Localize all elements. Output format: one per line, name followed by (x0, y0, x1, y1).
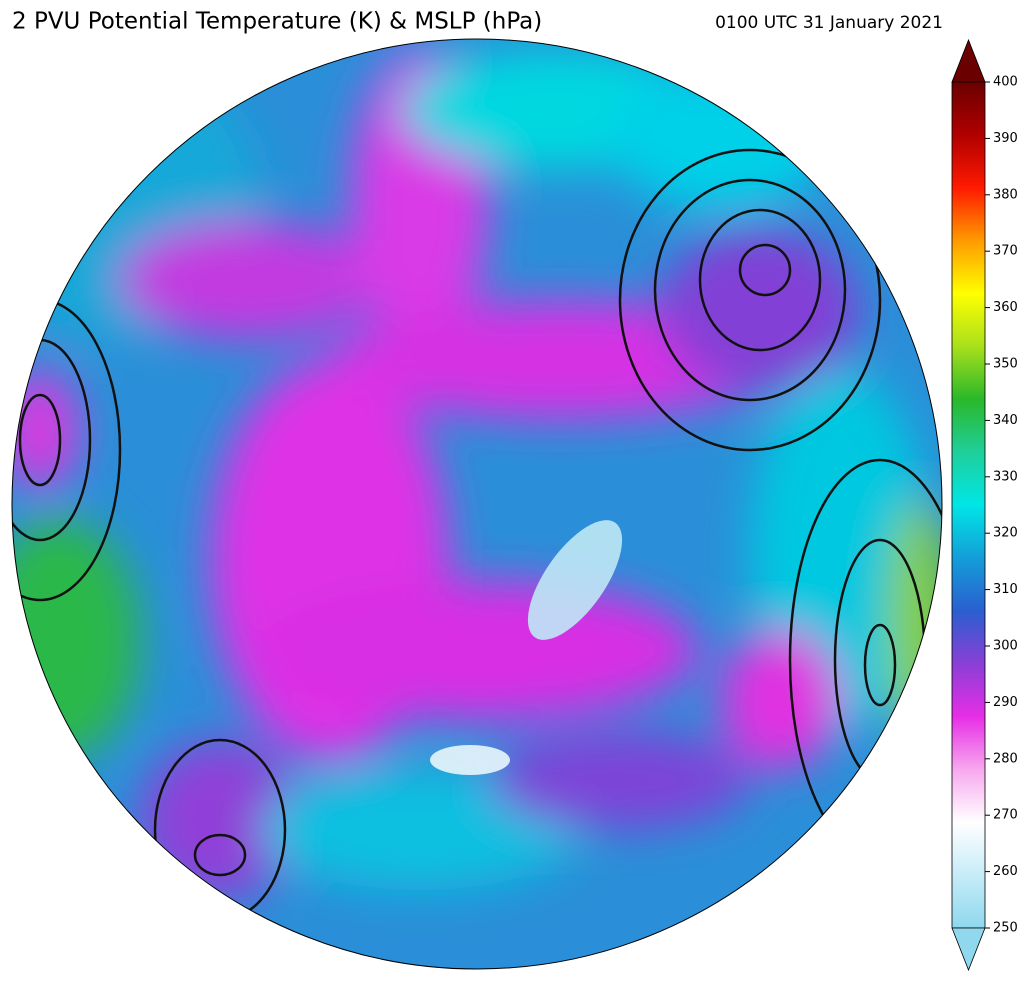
colorbar: 250 260 270 280 290 300 310 320 330 340 350 360 370 3… (951, 38, 1018, 972)
colorbar-tick-label: 400 (993, 75, 1018, 90)
globe-outline (11, 38, 943, 970)
title: 2 PVU Potential Temperature (K) & MSLP (… (12, 9, 542, 35)
colorbar-tick-label: 280 (993, 751, 1018, 766)
colorbar-tick-label: 270 (993, 808, 1018, 823)
colorbar-tick-label: 330 (993, 469, 1018, 484)
colorbar-tick-label: 370 (993, 244, 1018, 259)
colorbar-tick-label: 390 (993, 131, 1018, 146)
colorbar-tick-label: 250 (993, 921, 1018, 936)
colorbar-tick-label: 380 (993, 187, 1018, 202)
colorbar-tick-label: 360 (993, 300, 1018, 315)
colorbar-tick-label: 350 (993, 357, 1018, 372)
colorbar-tick-label: 310 (993, 582, 1018, 597)
colorbar-tick-label: 320 (993, 526, 1018, 541)
colorbar-tick-label: 340 (993, 413, 1018, 428)
map (12, 39, 942, 969)
timestamp: 0100 UTC 31 January 2021 (715, 13, 943, 33)
colorbar-tick-label: 260 (993, 864, 1018, 879)
colorbar-tick-label: 300 (993, 639, 1018, 654)
colorbar-tick-label: 290 (993, 695, 1018, 710)
